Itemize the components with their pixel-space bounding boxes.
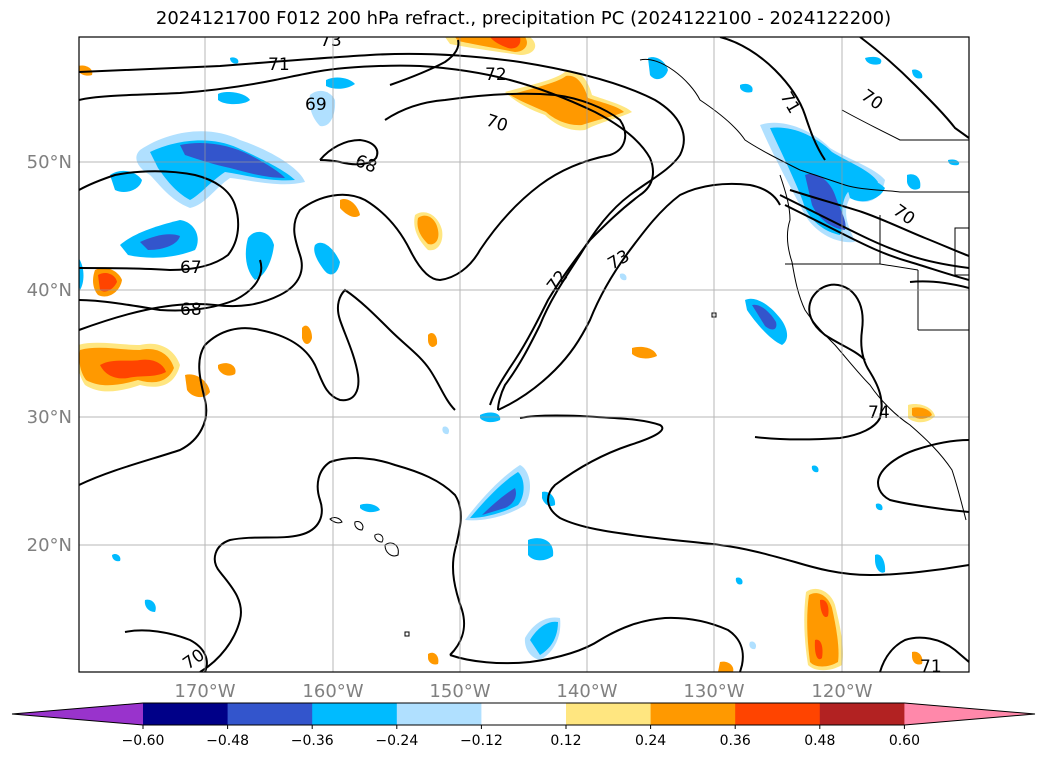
colorbar-tick-label: −0.36 [291,733,334,749]
colorbar-segment [227,703,313,725]
colorbar-tick-label: −0.12 [460,733,503,749]
colorbar-segment [735,703,821,725]
colorbar-segment [819,703,905,725]
colorbar-segment [312,703,398,725]
contour-label: 68 [180,300,202,320]
colorbar-tick-label: 0.12 [550,733,581,749]
colorbar-segment [143,703,229,725]
lon-label: 130°W [683,681,744,702]
colorbar-tick-label: −0.24 [375,733,418,749]
longitude-labels: 170°W 160°W 150°W 140°W 130°W 120°W [174,681,872,702]
latitude-labels: 50°N 40°N 30°N 20°N [27,152,72,556]
colorbar-tick-label: 0.36 [720,733,751,749]
colorbar-segment [566,703,652,725]
colorbar-tick-label: −0.60 [122,733,165,749]
contour-label: 71 [268,55,290,75]
colorbar-segment [650,703,736,725]
graticule [79,37,969,672]
lat-label: 40°N [27,280,72,301]
colorbar-segment [396,703,482,725]
contour-label: 74 [868,403,890,423]
lat-label: 50°N [27,152,72,173]
lon-label: 170°W [174,681,235,702]
map-frame [78,36,970,673]
lat-label: 30°N [27,407,72,428]
colorbar-tick-label: 0.24 [635,733,666,749]
precip-negative-areas [79,56,960,660]
contour-label: 73 [320,31,342,51]
contour-label: 67 [180,258,202,278]
colorbar-tick-label: 0.60 [889,733,920,749]
lon-label: 120°W [811,681,872,702]
colorbar-extend-min [12,703,143,725]
lon-label: 140°W [556,681,617,702]
contour-label: 72 [485,65,507,85]
colorbar-segment [481,703,567,725]
lon-label: 150°W [429,681,490,702]
lat-label: 20°N [27,535,72,556]
refractivity-contours [79,37,969,672]
lon-label: 160°W [302,681,363,702]
colorbar: −0.60 −0.48 −0.36 −0.24 −0.12 0.12 0.24 0.36 0.4… [11,702,1036,749]
colorbar-extend-max [904,703,1035,725]
colorbar-tick-label: −0.48 [206,733,249,749]
colorbar-tick-label: 0.48 [804,733,835,749]
contour-label: 69 [305,95,327,115]
map-plot-area: 73 71 69 72 70 68 67 68 72 73 71 70 70 7… [79,31,969,677]
contour-label: 71 [920,657,942,677]
map-title: 2024121700 F012 200 hPa refract., precip… [155,8,892,29]
